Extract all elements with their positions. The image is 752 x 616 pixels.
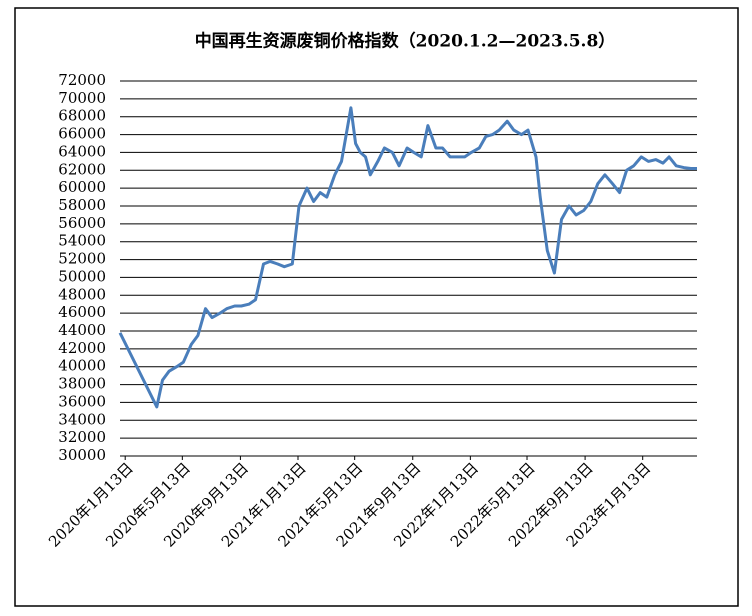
series-line (118, 106, 697, 409)
y-tick-label: 40000 (58, 357, 106, 375)
y-tick-label: 30000 (58, 446, 106, 464)
y-tick-label: 32000 (58, 428, 106, 446)
y-tick-label: 46000 (58, 303, 106, 321)
y-tick-label: 36000 (58, 392, 106, 410)
y-tick-label: 72000 (58, 71, 106, 89)
y-tick-label: 60000 (58, 178, 106, 196)
y-tick-label: 42000 (58, 339, 106, 357)
chart-frame (14, 7, 739, 607)
y-tick-label: 48000 (58, 285, 106, 303)
y-tick-label: 68000 (58, 107, 106, 125)
y-tick-label: 64000 (58, 142, 106, 160)
y-tick-label: 66000 (58, 125, 106, 143)
y-tick-label: 38000 (58, 375, 106, 393)
y-tick-label: 70000 (58, 89, 106, 107)
y-tick-label: 54000 (58, 232, 106, 250)
y-tick-label: 44000 (58, 321, 106, 339)
y-tick-label: 52000 (58, 250, 106, 268)
y-tick-label: 34000 (58, 410, 106, 428)
y-tick-label: 56000 (58, 214, 106, 232)
chart-title: 中国再生资源废铜价格指数（2020.1.2—2023.5.8） (195, 31, 616, 52)
y-tick-label: 50000 (58, 267, 106, 285)
y-tick-label: 62000 (58, 160, 106, 178)
y-tick-label: 58000 (58, 196, 106, 214)
